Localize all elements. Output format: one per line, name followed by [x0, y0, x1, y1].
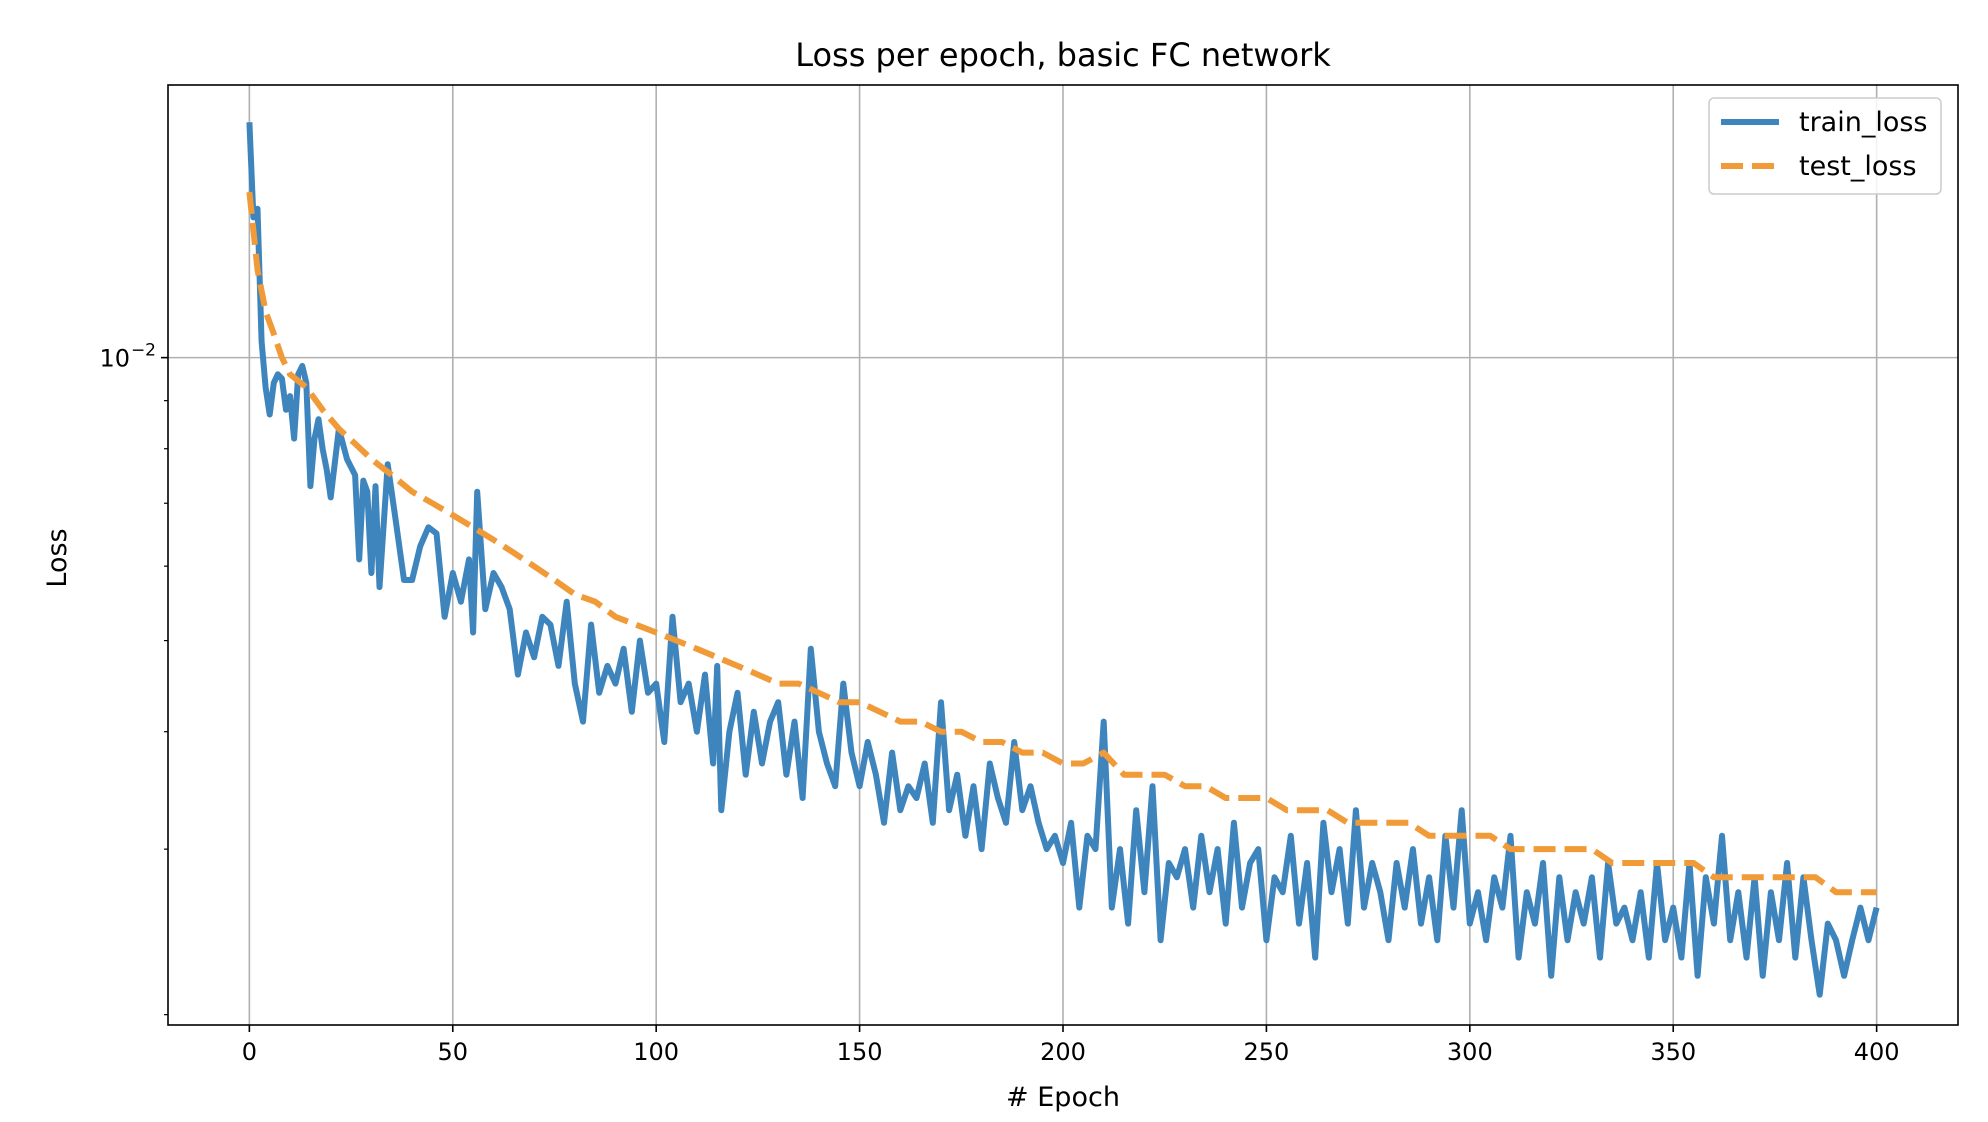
- y-tick-label-base: 10: [99, 345, 130, 373]
- test_loss-line: [246, 191, 1877, 896]
- x-tick-label: 350: [1650, 1038, 1696, 1066]
- y-axis-ticks: 10 −2: [99, 341, 168, 1016]
- legend-label-train_loss: train_loss: [1799, 107, 1928, 138]
- train_loss-line: [246, 122, 1880, 998]
- y-axis-label: Loss: [42, 528, 73, 587]
- x-tick-label: 300: [1447, 1038, 1493, 1066]
- grid: [168, 85, 1958, 1025]
- x-axis-ticks: 0 50 100 150 200 250 300 350 400: [242, 1025, 1900, 1066]
- chart-title: Loss per epoch, basic FC network: [795, 36, 1331, 74]
- x-tick-label: 0: [242, 1038, 257, 1066]
- x-axis-label: # Epoch: [1006, 1082, 1120, 1113]
- x-tick-label: 400: [1854, 1038, 1900, 1066]
- x-tick-label: 100: [633, 1038, 679, 1066]
- x-tick-label: 150: [837, 1038, 883, 1066]
- legend-label-test_loss: test_loss: [1799, 151, 1917, 182]
- x-tick-label: 50: [437, 1038, 468, 1066]
- x-tick-label: 250: [1244, 1038, 1290, 1066]
- y-tick-label-exponent: −2: [131, 341, 156, 361]
- x-tick-label: 200: [1040, 1038, 1086, 1066]
- series-lines: [246, 122, 1880, 998]
- legend: train_loss test_loss: [1708, 97, 1942, 195]
